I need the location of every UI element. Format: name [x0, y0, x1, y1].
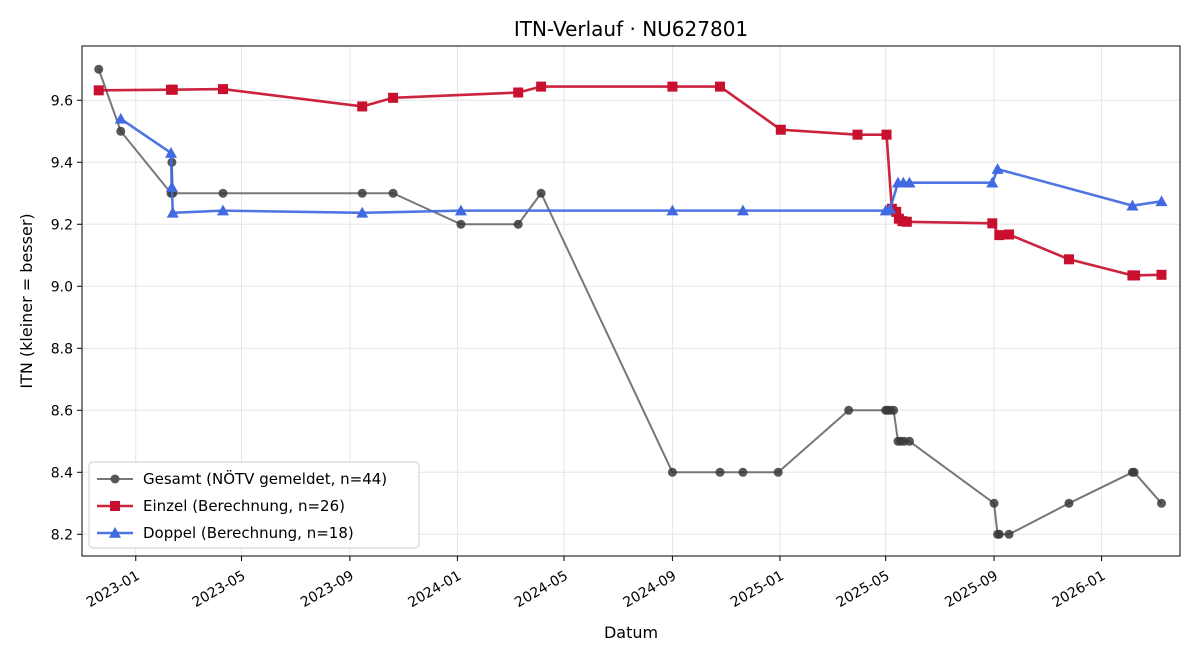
data-point [736, 204, 749, 216]
data-point [852, 129, 863, 140]
data-point [513, 87, 524, 98]
data-point [994, 529, 1004, 539]
x-tick-label: 2023-09 [298, 568, 357, 611]
data-point [216, 204, 229, 216]
x-tick-label: 2025-09 [942, 568, 1001, 611]
data-point [114, 112, 127, 124]
data-point [1156, 498, 1166, 508]
y-tick-label: 9.6 [51, 93, 73, 109]
x-tick-label: 2023-01 [84, 568, 143, 611]
data-point [218, 188, 228, 198]
data-point [1129, 467, 1139, 477]
data-point [536, 81, 547, 92]
x-tick-label: 2024-05 [512, 568, 571, 611]
data-point [715, 81, 726, 92]
data-point [454, 204, 467, 216]
y-tick-label: 9.2 [51, 217, 73, 233]
data-point [513, 219, 523, 229]
data-point [884, 202, 897, 214]
data-point [1130, 270, 1141, 281]
data-point [1155, 195, 1168, 207]
y-tick-label: 9.4 [51, 155, 73, 171]
legend-entry: Doppel (Berechnung, n=18) [97, 524, 354, 542]
y-tick-label: 8.6 [51, 403, 73, 419]
y-tick-label: 8.8 [51, 341, 73, 357]
data-point [357, 188, 367, 198]
data-point [773, 467, 783, 477]
data-point [456, 219, 466, 229]
data-point [116, 126, 126, 136]
chart-title: ITN-Verlauf · NU627801 [514, 17, 748, 41]
data-point [1063, 254, 1074, 265]
data-point [388, 92, 399, 103]
y-tick-label: 8.4 [51, 465, 73, 481]
data-point [903, 176, 916, 188]
data-point [356, 206, 369, 218]
data-point [167, 84, 178, 95]
data-point [666, 204, 679, 216]
series-triangle [114, 112, 1168, 218]
data-point [94, 64, 104, 74]
legend-label: Gesamt (NÖTV gemeldet, n=44) [143, 469, 387, 488]
data-point [166, 206, 179, 218]
legend-label: Einzel (Berechnung, n=26) [143, 497, 345, 515]
data-point [986, 176, 999, 188]
data-point [775, 124, 786, 135]
series-layer [93, 64, 1168, 539]
data-point [1004, 529, 1014, 539]
legend-entry: Einzel (Berechnung, n=26) [97, 497, 345, 515]
data-point [891, 206, 902, 217]
data-point [989, 498, 999, 508]
x-axis: 2023-01 2023-05 2023-09 2024-01 2024-05 2024-… [84, 556, 1108, 611]
x-tick-label: 2024-01 [406, 568, 465, 611]
data-point [1004, 229, 1015, 240]
x-tick-label: 2024-09 [621, 568, 680, 611]
x-tick-label: 2025-01 [728, 568, 787, 611]
legend-marker [110, 501, 120, 511]
data-point [93, 85, 104, 96]
data-point [715, 467, 725, 477]
data-point [165, 146, 178, 158]
legend-marker [109, 527, 121, 538]
data-point [217, 84, 228, 95]
data-point [536, 188, 546, 198]
legend-entry: Gesamt (NÖTV gemeldet, n=44) [97, 469, 387, 488]
data-point [738, 467, 748, 477]
data-point [901, 216, 912, 227]
data-point [991, 163, 1004, 174]
legend-frame [88, 461, 420, 549]
data-point [889, 405, 899, 415]
data-point [844, 405, 854, 415]
data-point [1064, 498, 1074, 508]
data-point [881, 129, 892, 140]
y-tick-label: 9.0 [51, 279, 73, 295]
x-tick-label: 2026-01 [1050, 568, 1109, 611]
plot-frame [81, 45, 1181, 557]
y-tick-label: 8.2 [51, 527, 73, 543]
data-point [357, 101, 368, 112]
data-point [388, 188, 398, 198]
x-axis-label: Datum [604, 623, 658, 642]
data-point [1126, 199, 1139, 211]
y-axis: 8.2 8.4 8.6 8.8 9.0 9.2 9.4 9.6 [51, 93, 82, 543]
legend: Gesamt (NÖTV gemeldet, n=44) Einzel (Bere… [88, 461, 420, 549]
legend-marker [110, 474, 120, 484]
series-line [98, 85, 1162, 277]
data-point [994, 230, 1005, 241]
data-point [667, 467, 677, 477]
legend-label: Doppel (Berechnung, n=18) [143, 524, 354, 542]
y-axis-label: ITN (kleiner = besser) [17, 213, 36, 388]
data-point [667, 81, 678, 92]
series-line [120, 117, 1162, 215]
data-point [1156, 269, 1167, 280]
data-point [987, 218, 998, 229]
series-square [93, 81, 1167, 281]
data-point [165, 181, 178, 192]
x-tick-label: 2023-05 [190, 568, 249, 611]
x-tick-label: 2025-05 [834, 568, 893, 611]
data-point [904, 436, 914, 446]
